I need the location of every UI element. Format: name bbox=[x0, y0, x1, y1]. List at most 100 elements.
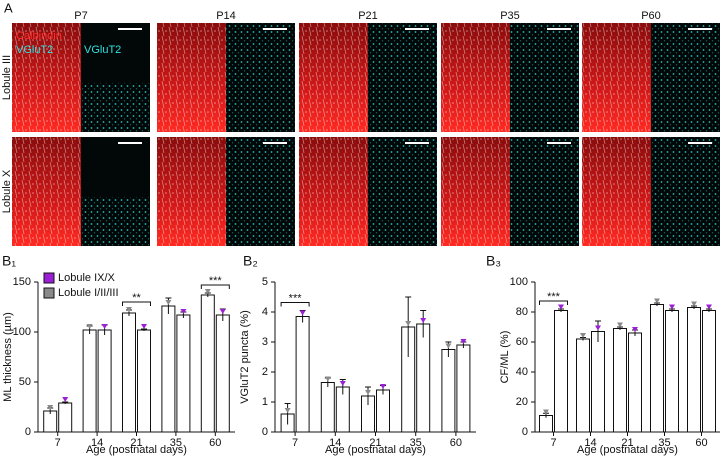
marker bbox=[669, 304, 675, 310]
bar bbox=[576, 338, 590, 433]
y-tick-label: 150 bbox=[13, 276, 31, 288]
column-label: P35 bbox=[500, 10, 520, 22]
x-tick-label: 35 bbox=[658, 437, 670, 449]
bar bbox=[687, 307, 701, 433]
marker bbox=[204, 289, 211, 294]
marker bbox=[141, 324, 147, 329]
marker bbox=[380, 384, 386, 389]
micrograph-texture bbox=[441, 137, 510, 246]
bar bbox=[161, 305, 176, 433]
significance-label: ** bbox=[132, 292, 141, 304]
bar bbox=[200, 294, 215, 433]
y-tick-label: 80 bbox=[516, 306, 528, 318]
y-axis-label: VGluT2 puncta (%) bbox=[239, 310, 251, 404]
bar bbox=[176, 314, 191, 433]
bar bbox=[295, 316, 310, 433]
panel-label: B₃ bbox=[486, 253, 501, 269]
micrograph-texture bbox=[441, 23, 510, 132]
micrograph-texture bbox=[651, 137, 720, 246]
marker bbox=[543, 409, 549, 415]
y-axis-label: CF/ML (%) bbox=[499, 331, 511, 384]
marker bbox=[180, 309, 187, 314]
marker bbox=[101, 324, 108, 329]
bar bbox=[441, 349, 456, 433]
marker bbox=[558, 304, 564, 310]
micrograph-texture bbox=[226, 137, 295, 246]
micrograph-texture bbox=[299, 137, 368, 246]
bar bbox=[702, 310, 716, 433]
bar bbox=[376, 389, 390, 433]
micrograph-texture bbox=[226, 23, 295, 132]
micrograph-texture bbox=[157, 137, 226, 246]
significance-bracket bbox=[539, 300, 568, 305]
x-tick-label: 60 bbox=[209, 437, 221, 449]
stain-label: VGluT2 bbox=[84, 44, 121, 56]
stain-label: VGluT2 bbox=[16, 44, 53, 56]
y-tick-label: 60 bbox=[516, 336, 528, 348]
y-tick-label: 3 bbox=[262, 336, 268, 348]
x-tick-label: 21 bbox=[369, 437, 381, 449]
stain-label: Calbindin bbox=[16, 30, 62, 42]
legend-swatch bbox=[43, 287, 55, 299]
legend-swatch bbox=[43, 272, 55, 284]
bar bbox=[456, 344, 471, 433]
bar bbox=[137, 329, 151, 433]
marker bbox=[706, 304, 712, 310]
x-tick-label: 21 bbox=[130, 437, 142, 449]
micrograph-texture bbox=[510, 23, 579, 132]
marker bbox=[654, 298, 660, 304]
x-tick-label: 60 bbox=[450, 437, 462, 449]
bar bbox=[665, 310, 679, 433]
x-tick-label: 21 bbox=[621, 437, 633, 449]
x-tick-label: 14 bbox=[584, 437, 596, 449]
micrograph-texture bbox=[368, 23, 437, 132]
x-tick-label: 7 bbox=[550, 437, 556, 449]
bar bbox=[122, 312, 136, 433]
x-axis-label: Age (postnatal days) bbox=[325, 444, 426, 456]
bar bbox=[591, 331, 605, 433]
legend-label: Lobule I/II/III bbox=[58, 287, 119, 299]
marker bbox=[126, 307, 132, 312]
marker bbox=[420, 318, 427, 323]
row-label: Lobule X bbox=[1, 169, 13, 213]
y-tick-label: 1 bbox=[262, 396, 268, 408]
marker bbox=[339, 381, 346, 386]
marker bbox=[595, 325, 601, 331]
x-tick-label: 35 bbox=[410, 437, 422, 449]
micrograph-texture bbox=[582, 23, 651, 132]
marker bbox=[617, 322, 623, 328]
marker bbox=[86, 324, 93, 329]
significance-label: *** bbox=[289, 292, 303, 304]
row-label: Lobule III bbox=[1, 55, 13, 100]
panel-label: B₂ bbox=[243, 253, 258, 269]
x-tick-label: 7 bbox=[55, 437, 61, 449]
legend-label: Lobule IX/X bbox=[58, 272, 116, 284]
significance-bracket bbox=[200, 284, 230, 289]
marker bbox=[691, 301, 697, 307]
column-label: P14 bbox=[216, 10, 236, 22]
y-tick-label: 0 bbox=[262, 426, 268, 438]
bar bbox=[215, 314, 230, 433]
marker bbox=[62, 397, 69, 402]
column-label: P60 bbox=[641, 10, 661, 22]
marker bbox=[219, 309, 226, 314]
x-tick-label: 7 bbox=[292, 437, 298, 449]
y-tick-label: 100 bbox=[510, 276, 528, 288]
x-tick-label: 14 bbox=[91, 437, 103, 449]
significance-bracket bbox=[122, 301, 151, 306]
micrograph-texture bbox=[81, 196, 150, 246]
marker bbox=[284, 408, 291, 413]
micrograph-texture bbox=[157, 23, 226, 132]
y-tick-label: 50 bbox=[19, 376, 31, 388]
marker bbox=[365, 390, 371, 395]
micrograph-texture bbox=[12, 137, 81, 246]
bar bbox=[416, 323, 431, 433]
marker bbox=[47, 405, 54, 410]
marker bbox=[299, 310, 306, 316]
marker bbox=[460, 339, 467, 344]
panel-label: A bbox=[4, 0, 13, 15]
micrograph-texture bbox=[81, 82, 150, 132]
bar bbox=[628, 332, 642, 433]
micrograph-texture bbox=[299, 23, 368, 132]
marker bbox=[324, 376, 331, 382]
